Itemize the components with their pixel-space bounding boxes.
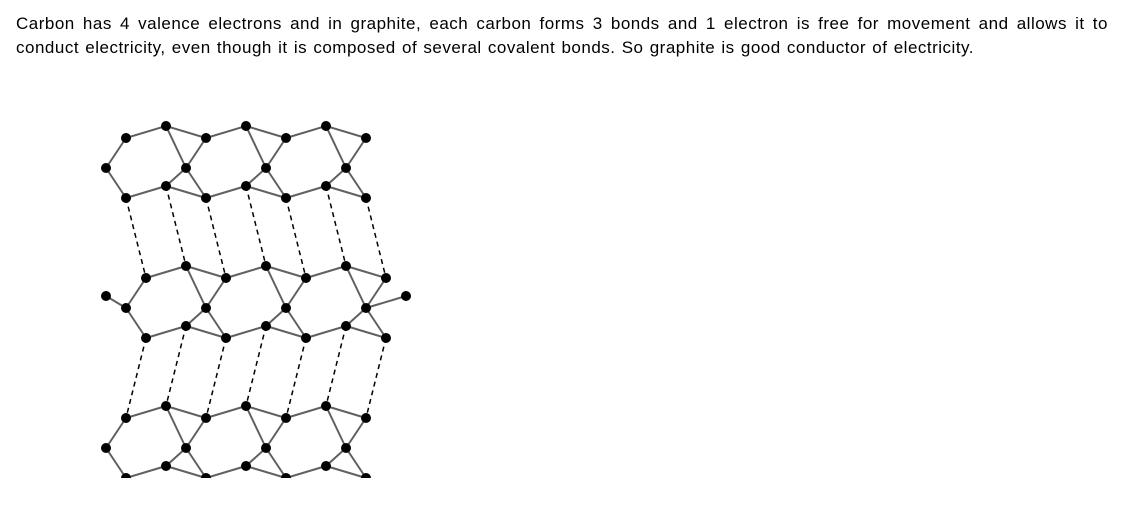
explanation-paragraph: Carbon has 4 valence electrons and in gr… bbox=[16, 12, 1108, 60]
graphite-diagram-container bbox=[56, 78, 1108, 478]
graphite-structure-diagram bbox=[56, 78, 436, 478]
